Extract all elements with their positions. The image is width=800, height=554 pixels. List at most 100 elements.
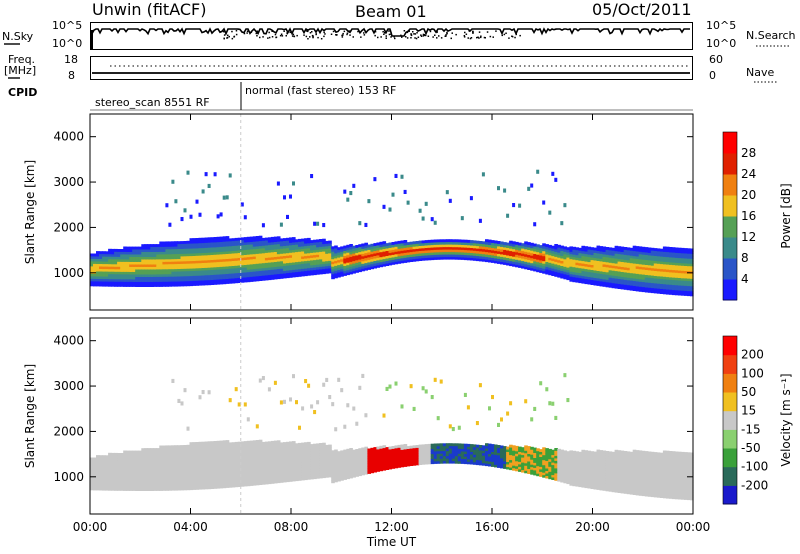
scatter-cell: [201, 270, 206, 273]
scatter-cell: [207, 390, 211, 395]
scatter-cell: [376, 446, 380, 450]
scatter-cell: [337, 466, 341, 470]
scatter-cell: [111, 457, 115, 461]
scatter-cell: [512, 261, 516, 265]
scatter-cell: [409, 445, 414, 449]
scatter-cell: [159, 241, 163, 245]
nsky-dot: [256, 30, 259, 32]
scatter-cell: [662, 281, 667, 285]
scatter-cell: [343, 189, 347, 194]
scatter-cell: [680, 272, 685, 276]
scatter-cell: [322, 455, 326, 459]
scatter-cell: [210, 483, 215, 487]
scatter-cell: [286, 461, 290, 465]
scatter-cell: [252, 475, 257, 479]
scatter-cell: [273, 259, 278, 262]
scatter-cell: [231, 442, 236, 446]
scatter-cell: [415, 258, 420, 262]
scatter-cell: [183, 258, 188, 262]
scatter-cell: [382, 465, 387, 469]
scatter-cell: [93, 263, 97, 267]
scatter-cell: [273, 450, 278, 454]
scatter-cell: [135, 453, 139, 456]
scatter-cell: [204, 481, 209, 485]
scatter-cell: [316, 463, 320, 467]
scatter-cell: [201, 257, 206, 261]
scatter-cell: [252, 442, 257, 446]
scatter-cell: [325, 464, 329, 468]
scatter-cell: [457, 241, 462, 245]
scatter-cell: [174, 465, 178, 469]
scatter-cell: [566, 269, 570, 273]
scatter-cell: [614, 285, 619, 289]
scatter-cell: [313, 239, 317, 243]
scatter-cell: [286, 275, 290, 279]
scatter-cell: [650, 255, 655, 259]
scatter-cell: [506, 245, 510, 248]
scatter-cell: [690, 290, 694, 294]
scatter-cell: [255, 251, 260, 254]
scatter-cell: [433, 220, 437, 225]
scatter-cell: [174, 281, 178, 285]
scatter-cell: [147, 269, 151, 272]
scatter-cell: [165, 266, 169, 270]
scatter-cell: [485, 251, 489, 255]
scatter-cell: [445, 244, 450, 248]
scatter-cell: [322, 472, 326, 476]
scatter-cell: [593, 260, 598, 263]
scatter-cell: [325, 248, 329, 252]
scatter-cell: [442, 458, 447, 462]
scatter-cell: [680, 270, 685, 274]
scatter-cell: [225, 263, 230, 267]
scatter-cell: [442, 448, 447, 452]
scatter-cell: [201, 459, 206, 462]
scatter-cell: [611, 247, 616, 251]
scatter-cell: [243, 446, 248, 449]
scatter-cell: [334, 452, 338, 455]
scatter-cell: [279, 245, 284, 249]
scatter-cell: [108, 258, 112, 262]
colorbar-segment: [723, 216, 737, 238]
scatter-cell: [180, 475, 185, 478]
scatter-cell: [608, 264, 613, 268]
scatter-cell: [491, 247, 495, 251]
scatter-cell: [267, 453, 272, 457]
scatter-cell: [289, 247, 293, 251]
scatter-cell: [159, 475, 163, 479]
scatter-cell: [421, 451, 426, 455]
scatter-cell: [355, 463, 359, 467]
scatter-cell: [515, 251, 519, 255]
scatter-cell: [373, 243, 377, 246]
scatter-cell: [150, 279, 154, 282]
scatter-cell: [213, 264, 218, 268]
scatter-cell: [307, 265, 311, 269]
scatter-cell: [551, 268, 555, 272]
scatter-cell: [406, 451, 411, 454]
scatter-cell: [623, 274, 628, 278]
scatter-cell: [219, 478, 224, 481]
nsky-dot: [508, 37, 510, 39]
scatter-cell: [225, 447, 230, 451]
scatter-cell: [448, 450, 453, 454]
scatter-cell: [289, 267, 293, 271]
scatter-cell: [228, 444, 233, 448]
nsky-dot: [291, 35, 294, 37]
scatter-cell: [346, 254, 350, 258]
scatter-cell: [430, 242, 435, 246]
scatter-cell: [397, 452, 402, 456]
scatter-cell: [144, 264, 148, 267]
scatter-cell: [481, 172, 485, 177]
scatter-cell: [144, 284, 148, 287]
scatter-cell: [623, 264, 628, 268]
scatter-cell: [201, 479, 206, 482]
scatter-cell: [207, 269, 212, 273]
scatter-cell: [491, 260, 495, 263]
scatter-cell: [629, 265, 634, 269]
scatter-cell: [90, 477, 94, 481]
scatter-cell: [240, 239, 245, 243]
scatter-cell: [593, 247, 598, 251]
scatter-cell: [349, 473, 353, 476]
scatter-cell: [276, 261, 281, 265]
scatter-cell: [409, 458, 414, 461]
scatter-cell: [394, 248, 399, 252]
